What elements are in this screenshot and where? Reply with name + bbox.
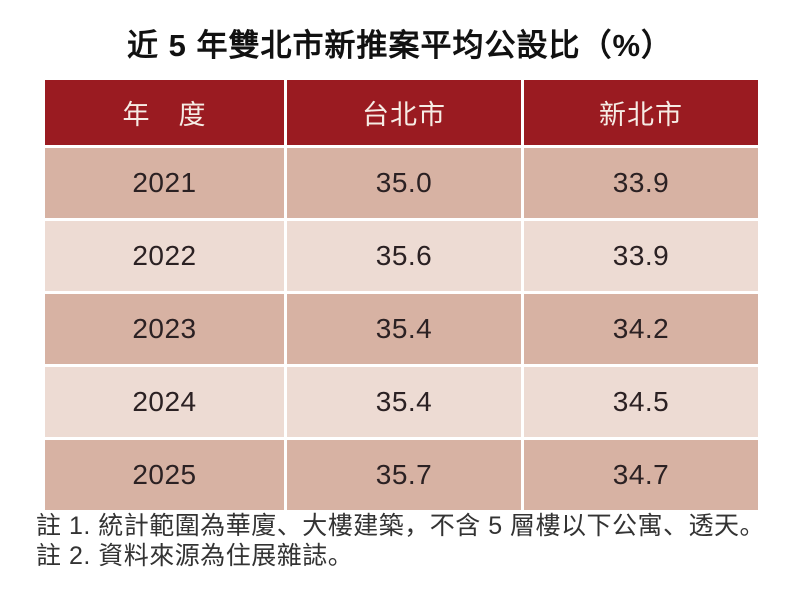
data-table: 年 度 台北市 新北市 2021 35.0 33.9 2022 35.6 33.… — [45, 80, 758, 510]
note-line-1: 註 1. 統計範圍為華廈、大樓建築，不含 5 層樓以下公寓、透天。 — [36, 512, 766, 540]
year-cell: 2021 — [45, 148, 284, 218]
year-cell: 2022 — [45, 221, 284, 291]
footnotes: 註 1. 統計範圍為華廈、大樓建築，不含 5 層樓以下公寓、透天。 註 2. 資… — [36, 511, 796, 571]
header-cell-new-taipei: 新北市 — [524, 80, 758, 145]
value-cell-new-taipei: 34.7 — [524, 440, 758, 510]
value-cell-taipei: 35.4 — [287, 367, 521, 437]
year-cell: 2025 — [45, 440, 284, 510]
year-cell: 2023 — [45, 294, 284, 364]
header-cell-taipei: 台北市 — [287, 80, 521, 145]
value-cell-taipei: 35.4 — [287, 294, 521, 364]
note-line-2: 註 2. 資料來源為住展雜誌。 — [36, 542, 354, 570]
value-cell-taipei: 35.0 — [287, 148, 521, 218]
value-cell-new-taipei: 33.9 — [524, 221, 758, 291]
year-cell: 2024 — [45, 367, 284, 437]
value-cell-new-taipei: 34.2 — [524, 294, 758, 364]
value-cell-taipei: 35.6 — [287, 221, 521, 291]
value-cell-new-taipei: 34.5 — [524, 367, 758, 437]
value-cell-new-taipei: 33.9 — [524, 148, 758, 218]
page-title: 近 5 年雙北市新推案平均公設比（%） — [126, 28, 674, 63]
header-cell-year: 年 度 — [45, 80, 284, 145]
value-cell-taipei: 35.7 — [287, 440, 521, 510]
